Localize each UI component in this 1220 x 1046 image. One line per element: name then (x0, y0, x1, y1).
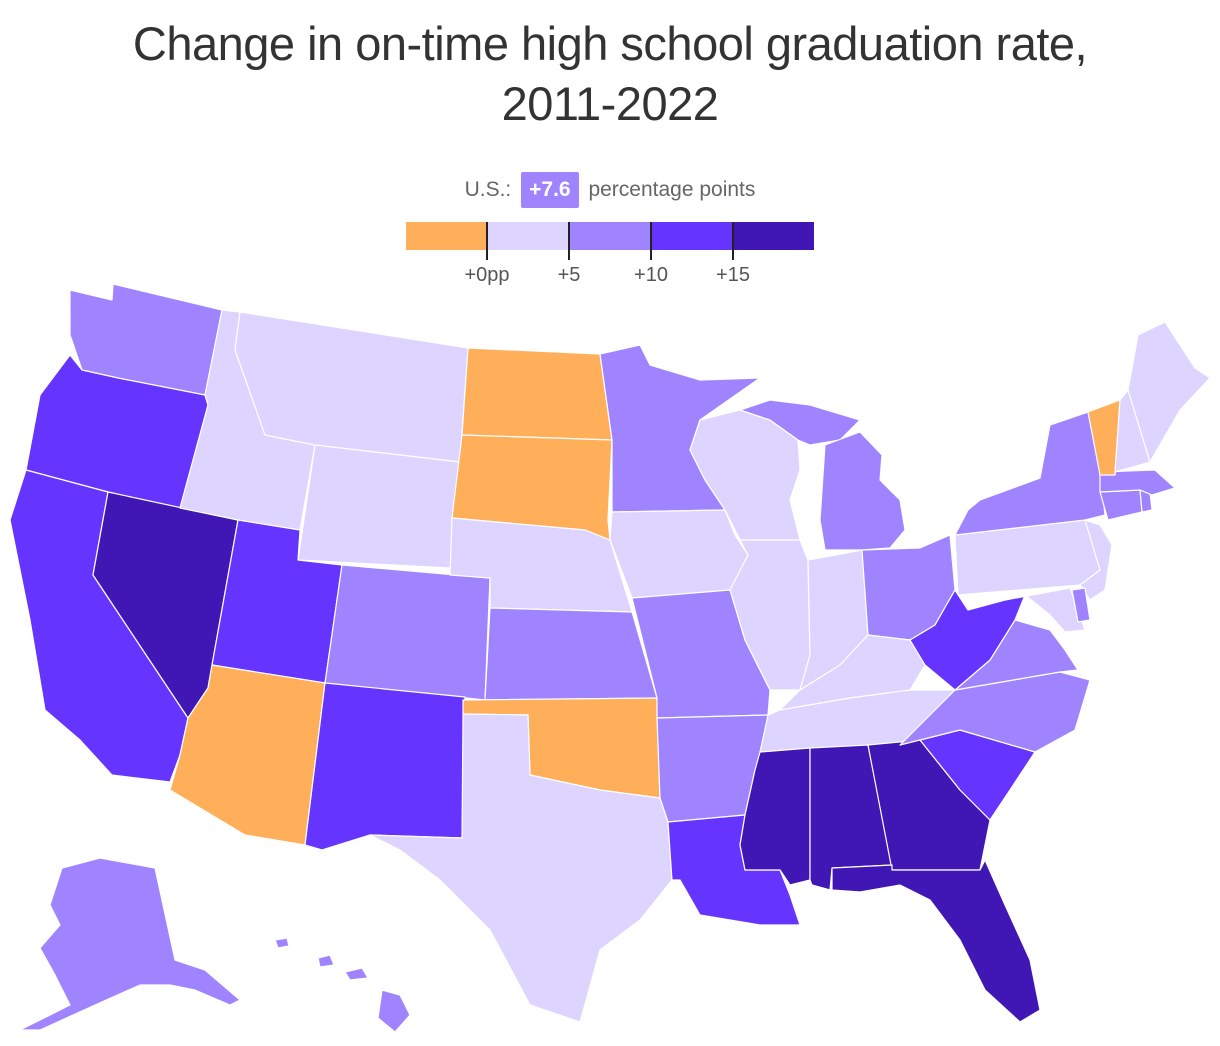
tick-label-15: +15 (716, 264, 750, 286)
legend-tick-15 (732, 222, 734, 260)
national-summary: U.S.: +7.6 percentage points (0, 172, 1220, 208)
state-hi-1[interactable] (274, 937, 290, 949)
unit-label: percentage points (588, 178, 756, 201)
state-ks[interactable] (484, 607, 658, 701)
legend-bin-10-15 (650, 222, 733, 250)
chart-title: Change in on-time high school graduation… (0, 14, 1220, 134)
state-nd[interactable] (461, 347, 613, 441)
state-nm[interactable] (304, 682, 466, 851)
state-nc[interactable] (899, 671, 1091, 753)
state-ny[interactable] (954, 411, 1106, 536)
title-line-2: 2011-2022 (501, 77, 719, 130)
title-line-1: Change in on-time high school graduation… (132, 17, 1088, 70)
legend-bin-below-0 (406, 222, 488, 250)
state-wy[interactable] (297, 444, 461, 569)
state-me[interactable] (1127, 321, 1211, 463)
tick-label-5: +5 (557, 264, 581, 286)
legend-bin-15-plus (732, 222, 814, 250)
color-legend (406, 222, 814, 250)
state-ia[interactable] (609, 509, 749, 599)
legend-tick-10 (650, 222, 652, 260)
state-il[interactable] (729, 539, 811, 691)
state-ct[interactable] (1099, 489, 1143, 521)
state-hi-4[interactable] (377, 989, 411, 1033)
us-value-badge: +7.6 (521, 172, 579, 208)
state-hi-3[interactable] (344, 967, 369, 981)
state-tx[interactable] (369, 713, 673, 1023)
legend-bin-0-5 (487, 222, 570, 250)
state-md[interactable] (1004, 587, 1086, 633)
state-co[interactable] (324, 564, 491, 701)
us-label: U.S.: (464, 178, 512, 201)
legend-tick-0 (486, 222, 488, 260)
state-fl[interactable] (831, 859, 1041, 1023)
state-hi-2[interactable] (317, 954, 335, 968)
state-mi[interactable] (819, 431, 906, 551)
tick-label-10: +10 (634, 264, 668, 286)
tick-label-0: +0pp (464, 264, 510, 286)
state-ma[interactable] (1099, 469, 1176, 496)
state-vt[interactable] (1087, 399, 1121, 476)
legend-bin-5-10 (569, 222, 651, 250)
state-de[interactable] (1071, 587, 1091, 623)
state-ak[interactable] (19, 857, 241, 1031)
state-nj[interactable] (1079, 519, 1113, 601)
legend-tick-5 (568, 222, 570, 260)
